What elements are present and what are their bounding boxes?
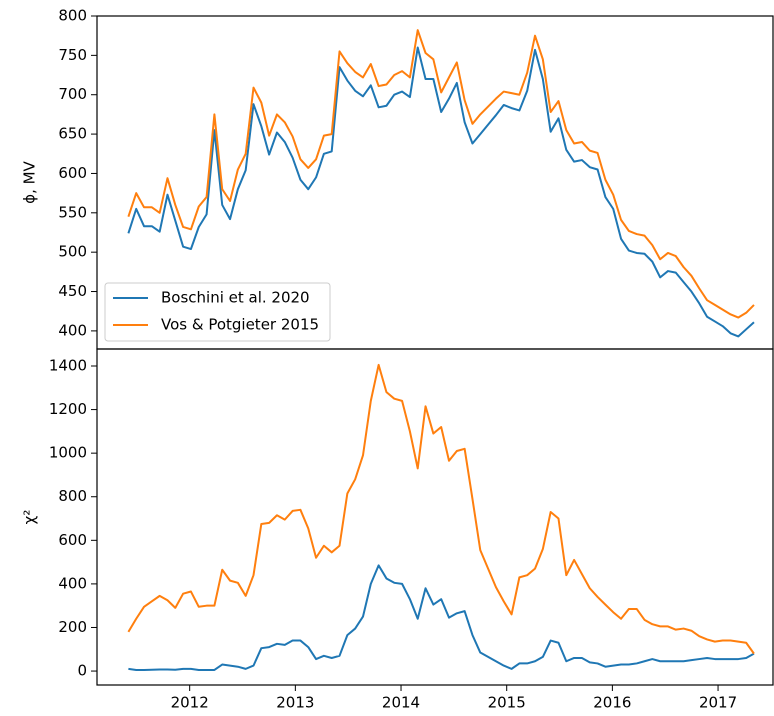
y-tick-label: 400 <box>58 574 87 592</box>
legend-label: Vos & Potgieter 2015 <box>161 316 319 334</box>
series-line <box>127 46 755 338</box>
series-line <box>127 29 755 319</box>
y-tick-label: 750 <box>58 46 87 64</box>
y-tick-label: 1400 <box>49 356 87 374</box>
y-tick-label: 800 <box>58 487 87 505</box>
x-tick-label: 2016 <box>593 694 631 712</box>
axes-frame <box>96 348 774 686</box>
y-tick-label: 1000 <box>49 444 87 462</box>
y-tick-label: 400 <box>58 321 87 339</box>
x-tick-label: 2017 <box>699 694 737 712</box>
x-tick-label: 2014 <box>382 694 420 712</box>
y-tick-label: 600 <box>58 531 87 549</box>
y-tick-label: 600 <box>58 164 87 182</box>
series-line <box>127 363 755 655</box>
y-tick-label: 800 <box>58 7 87 25</box>
series-line <box>128 564 755 671</box>
legend-box <box>104 282 331 342</box>
x-tick-label: 2012 <box>171 694 209 712</box>
y-tick-label: 700 <box>58 85 87 103</box>
y-tick-label: 550 <box>58 203 87 221</box>
y-tick-label: 450 <box>58 282 87 300</box>
legend-label: Boschini et al. 2020 <box>161 289 310 307</box>
y-tick-label: 1200 <box>49 400 87 418</box>
y-tick-label: 650 <box>58 125 87 143</box>
y-tick-label: 200 <box>58 618 87 636</box>
y-axis-label: ϕ, MV <box>21 160 39 203</box>
y-tick-label: 500 <box>58 243 87 261</box>
y-axis-label: χ² <box>21 510 39 525</box>
x-tick-label: 2015 <box>488 694 526 712</box>
x-tick-label: 2013 <box>276 694 314 712</box>
y-tick-label: 0 <box>77 662 87 680</box>
